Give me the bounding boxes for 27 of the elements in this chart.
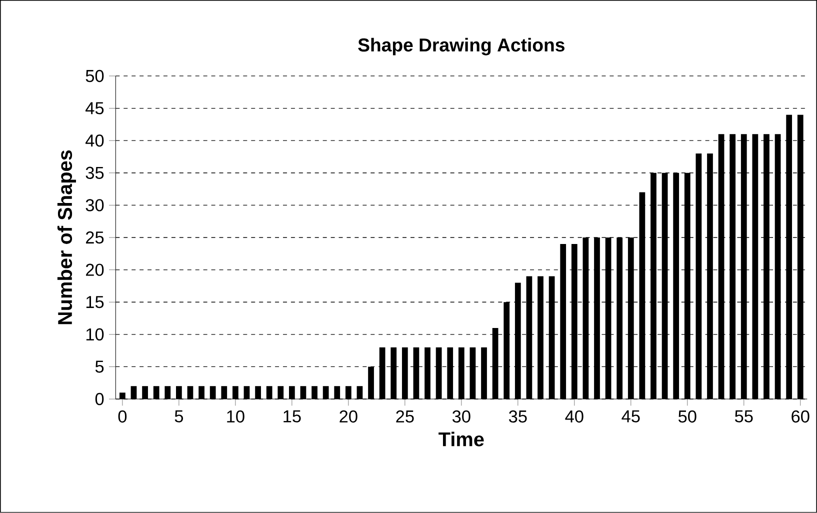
- y-tick-label: 15: [86, 296, 104, 308]
- x-tick-label: 30: [452, 410, 470, 423]
- x-tick-label: 60: [792, 410, 810, 423]
- y-tick-label: 30: [86, 199, 104, 212]
- x-tick-label: 5: [174, 410, 184, 423]
- chart-title: Shape Drawing Actions: [358, 38, 564, 56]
- y-tick-label: 35: [86, 166, 104, 180]
- x-axis-title: Time: [438, 432, 484, 446]
- y-tick-label: 45: [86, 102, 104, 114]
- y-tick-label: 50: [86, 70, 104, 82]
- x-tick-label: 40: [565, 410, 584, 423]
- x-tick-label: 20: [340, 410, 358, 423]
- y-axis-title: Number of Shapes: [57, 150, 76, 324]
- x-tick-label: 0: [118, 410, 127, 423]
- x-tick-label: 35: [508, 410, 527, 423]
- y-tick-label: 40: [86, 134, 104, 147]
- x-tick-label: 15: [284, 410, 301, 423]
- y-tick-label: 20: [86, 264, 104, 276]
- y-tick-label: 5: [95, 360, 104, 373]
- x-tick-label: 50: [678, 410, 696, 423]
- x-tick-label: 45: [622, 410, 640, 423]
- y-tick-label: 0: [95, 393, 104, 406]
- y-tick-label: 10: [86, 328, 104, 341]
- x-tick-label: 55: [734, 410, 753, 423]
- x-tick-label: 25: [396, 410, 414, 423]
- x-tick-label: 10: [227, 410, 244, 423]
- y-tick-label: 25: [86, 231, 104, 244]
